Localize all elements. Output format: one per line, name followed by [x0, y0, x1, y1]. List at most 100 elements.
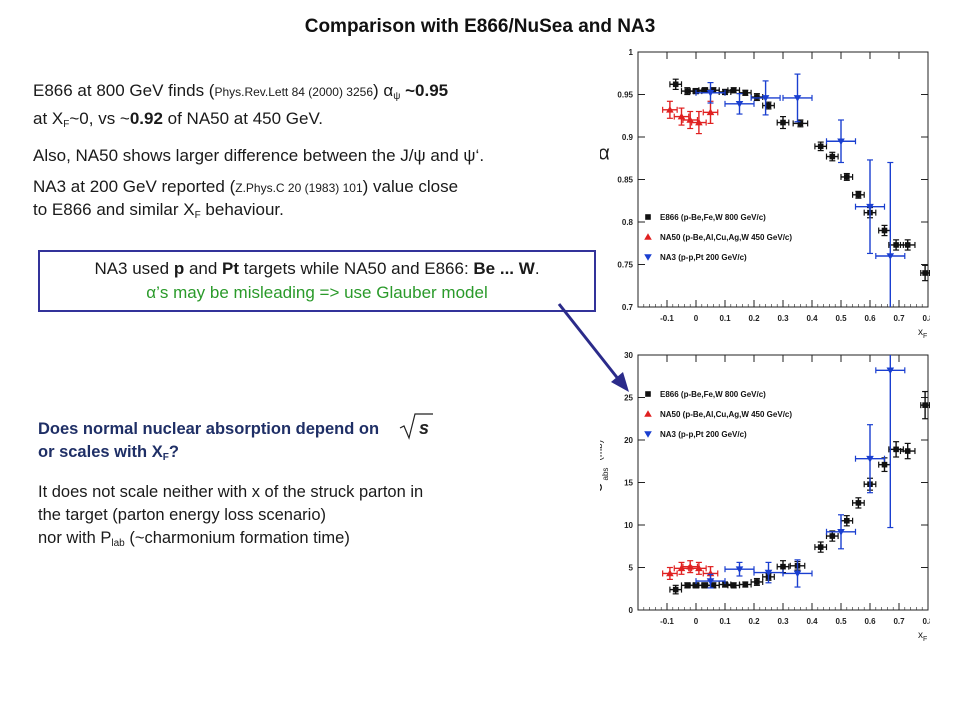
alpha-symbol: α — [146, 283, 157, 302]
data-point — [672, 81, 679, 88]
y-tick-label: 0.95 — [617, 91, 633, 100]
bullet-text: ) value close — [362, 177, 459, 196]
bullet-na50: Also, NA50 shows larger difference betwe… — [33, 145, 593, 167]
data-point — [793, 95, 802, 102]
data-point — [844, 517, 850, 524]
data-point — [742, 581, 749, 588]
alpha-value-na50: 0.92 — [129, 109, 163, 128]
alpha-symbol: α — [383, 81, 394, 100]
x-tick-label: -0.1 — [660, 617, 674, 626]
sigma-abs-vs-xf-chart: -0.1 0 0.1 0.2 0.3 0.4 0.5 0.6 0.7 0.8 0 5 10 15 20 25 3… — [600, 351, 930, 643]
data-point — [829, 533, 836, 539]
data-point — [817, 544, 824, 550]
x-tick-label: 0.3 — [777, 314, 789, 323]
x-tick-label: 0.3 — [777, 617, 789, 626]
answer-line: (~charmonium formation time) — [124, 529, 350, 547]
text-bullets: E866 at 800 GeV finds (Phys.Rev.Lett 84 … — [33, 80, 593, 236]
y-tick-label: 0.9 — [622, 133, 634, 142]
note-bold: p — [173, 259, 185, 278]
bullet-na3: NA3 at 200 GeV reported (Z.Phys.C 20 (19… — [33, 176, 593, 227]
bullet-e866: E866 at 800 GeV finds (Phys.Rev.Lett 84 … — [33, 80, 593, 136]
y-tick-label: 5 — [629, 564, 634, 573]
legend-entry: E866 (p-Be,Fe,W 800 GeV/c) — [660, 213, 766, 222]
y-axis-label: α — [600, 143, 610, 165]
arrow-icon — [557, 303, 629, 392]
data-point — [893, 446, 899, 453]
data-point — [765, 102, 772, 109]
y-tick-label: 0.7 — [622, 303, 634, 312]
data-point — [761, 95, 770, 102]
x-tick-label: 0.6 — [864, 617, 876, 626]
data-point — [695, 564, 703, 572]
y-tick-label: 0.85 — [617, 176, 633, 185]
reference: Phys.Rev.Lett 84 (2000) 3256 — [214, 85, 373, 99]
data-point — [701, 582, 708, 589]
data-point — [881, 227, 888, 234]
bullet-text: at X — [33, 109, 64, 128]
alpha-vs-xf-chart: -0.1 0 0.1 0.2 0.3 0.4 0.5 0.6 0.7 0.8 0.7 0.75 0.8 0… — [600, 48, 930, 340]
x-axis-label: xF — [918, 327, 927, 340]
data-point — [730, 582, 737, 589]
x-tick-label: 0.8 — [922, 617, 930, 626]
bullet-text: ~0, vs ~ — [69, 109, 130, 128]
data-point — [881, 461, 888, 468]
data-point — [701, 87, 708, 94]
data-point — [666, 106, 674, 113]
legend-marker — [644, 410, 652, 417]
data-point — [780, 119, 786, 126]
data-point — [764, 569, 773, 577]
y-axis-label: σabsG(mb) — [600, 440, 610, 493]
x-tick-label: 0.6 — [864, 314, 876, 323]
question-heading: Does normal nuclear absorption depend on… — [38, 412, 598, 469]
x-tick-label: 0.5 — [835, 617, 847, 626]
data-point — [886, 367, 895, 375]
x-tick-label: 0.4 — [806, 617, 818, 626]
x-axis-label: xF — [918, 630, 927, 643]
question-text: Does normal nuclear absorption depend on — [38, 420, 380, 438]
answer-line: nor with P — [38, 529, 112, 547]
y-tick-label: 0 — [629, 606, 634, 615]
data-point — [904, 448, 911, 454]
data-point — [730, 87, 737, 94]
data-point — [844, 174, 850, 180]
note-text: NA3 used — [94, 259, 174, 278]
legend-entry: NA50 (p-Be,Al,Cu,Ag,W 450 GeV/c) — [660, 233, 792, 242]
bullet-text: Also, NA50 shows larger difference betwe… — [33, 146, 485, 165]
data-point — [866, 455, 874, 463]
data-point — [886, 253, 895, 260]
data-point — [817, 143, 824, 150]
x-tick-label: 0 — [694, 314, 699, 323]
data-point — [722, 581, 728, 588]
data-point — [855, 500, 862, 506]
data-point — [684, 582, 691, 589]
x-tick-label: -0.1 — [660, 314, 674, 323]
x-tick-label: 0.8 — [922, 314, 930, 323]
y-tick-label: 1 — [629, 48, 634, 57]
data-point — [684, 88, 691, 94]
y-axis-subscript: abs — [601, 468, 610, 481]
data-point — [855, 192, 862, 198]
sqrt-argument: s — [419, 418, 429, 438]
legend-marker — [644, 254, 652, 261]
data-point — [780, 563, 786, 570]
data-point — [672, 586, 679, 593]
note-text: . — [534, 259, 540, 278]
data-point — [837, 138, 845, 146]
subscript: lab — [111, 538, 125, 549]
data-point — [706, 578, 715, 585]
data-point — [754, 94, 760, 100]
x-tick-label: 0.4 — [806, 314, 818, 323]
y-tick-label: 0.75 — [617, 261, 633, 270]
bullet-text: ) — [373, 81, 384, 100]
y-axis-symbol: σ — [600, 481, 606, 492]
legend-marker — [645, 391, 651, 397]
note-line-1: NA3 used p and Pt targets while NA50 and… — [40, 257, 594, 281]
legend-entry: NA50 (p-Be,Al,Cu,Ag,W 450 GeV/c) — [660, 410, 792, 419]
y-axis-unit: (mb) — [600, 440, 605, 461]
data-point — [837, 529, 845, 536]
note-bold: Be ... W — [473, 259, 535, 278]
bullet-text: E866 at 800 GeV finds ( — [33, 81, 215, 100]
data-point — [793, 570, 802, 578]
x-tick-label: 0 — [694, 617, 699, 626]
x-tick-label: 0.5 — [835, 314, 847, 323]
